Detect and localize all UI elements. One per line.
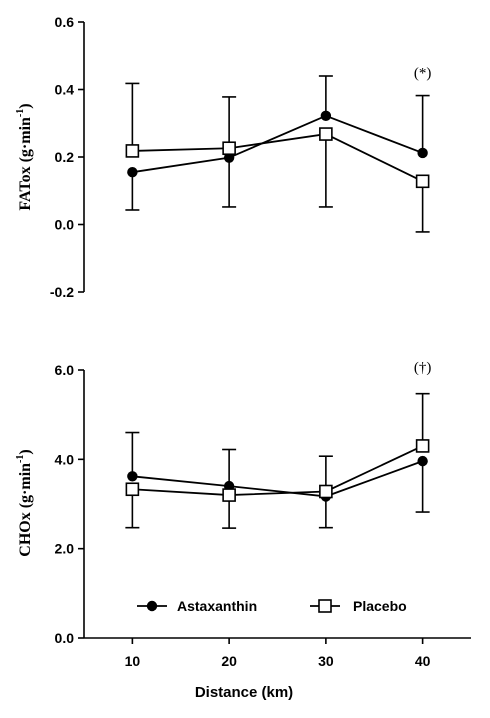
svg-text:CHOx (g·min-1): CHOx (g·min-1) xyxy=(15,449,34,556)
fatox-ylabel-sup: -1 xyxy=(15,109,26,117)
chox-placebo-point xyxy=(319,484,333,499)
chox-astaxanthin-point xyxy=(417,455,428,467)
chox-placebo-point xyxy=(222,488,236,502)
chox-x-tick-label: 10 xyxy=(125,653,141,669)
fatox-astaxanthin-point xyxy=(127,166,138,178)
chox-y-tick-label: 6.0 xyxy=(55,362,75,378)
chox-ylabel-sup: -1 xyxy=(15,455,26,463)
fatox-placebo-point xyxy=(319,127,333,141)
chox-series xyxy=(125,392,430,529)
fatox-y-tick-label: 0.6 xyxy=(55,14,75,30)
fatox-ylabel: FATox (g·min-1) xyxy=(15,103,34,210)
chox-astaxanthin-point xyxy=(127,471,138,482)
fatox-astaxanthin-point xyxy=(320,110,332,122)
chox-annotation: (†) xyxy=(414,360,432,376)
fatox-placebo-point xyxy=(222,141,236,156)
chox-xlabel: Distance (km) xyxy=(195,684,293,701)
fatox-placebo-line xyxy=(132,133,424,183)
legend-astaxanthin-label: Astaxanthin xyxy=(177,598,257,614)
fatox-y-tick-label: 0.4 xyxy=(55,82,75,98)
chox-panel: CHOx (g·min-1) 0.0 2.0 4.0 6.0 10 20 30 40 Dis… xyxy=(15,360,471,701)
fatox-y-ticks: -0.2 0.0 0.2 0.4 0.6 xyxy=(50,14,84,300)
fatox-y-tick-label: 0.2 xyxy=(55,149,75,165)
legend-astaxanthin-marker xyxy=(146,600,158,612)
chox-placebo-line xyxy=(132,445,424,496)
chox-ylabel: CHOx (g·min-1) xyxy=(15,449,34,556)
chox-x-tick-label: 30 xyxy=(318,653,334,669)
chox-y-tick-label: 0.0 xyxy=(55,630,75,646)
chox-placebo-point xyxy=(125,482,140,497)
fatox-placebo-point xyxy=(415,174,430,189)
legend-placebo-label: Placebo xyxy=(353,598,407,614)
chox-x-tick-label: 20 xyxy=(221,653,237,669)
chox-x-tick-label: 40 xyxy=(415,653,431,669)
legend-item-astaxanthin: Astaxanthin xyxy=(137,598,257,614)
legend-placebo-marker xyxy=(318,599,332,613)
legend-item-placebo: Placebo xyxy=(310,598,407,614)
chox-ylabel-close: ) xyxy=(17,449,34,454)
fatox-astaxanthin-point xyxy=(223,152,235,163)
chox-placebo-point xyxy=(415,439,430,453)
chox-ylabel-text: CHOx (g·min xyxy=(17,463,34,557)
fatox-panel: FATox (g·min-1) -0.2 0.0 0.2 0.4 0.6 (*) xyxy=(15,14,431,300)
svg-text:FATox (g·min-1): FATox (g·min-1) xyxy=(15,103,34,210)
fatox-annotation: (*) xyxy=(414,66,432,82)
chox-y-ticks: 0.0 2.0 4.0 6.0 xyxy=(55,362,84,646)
fatox-astaxanthin-point xyxy=(417,147,428,159)
chox-y-tick-label: 2.0 xyxy=(55,541,75,557)
fatox-series xyxy=(125,75,430,233)
fatox-y-tick-label: -0.2 xyxy=(50,284,74,300)
legend: Astaxanthin Placebo xyxy=(137,598,407,614)
chox-astaxanthin-line xyxy=(132,460,423,498)
fatox-y-tick-label: 0.0 xyxy=(55,217,75,233)
fatox-astaxanthin-line xyxy=(132,114,423,174)
chox-x-ticks: 10 20 30 40 xyxy=(125,638,431,669)
fatox-ylabel-text: FATox (g·min xyxy=(17,117,34,211)
fatox-ylabel-close: ) xyxy=(17,103,34,108)
fatox-placebo-point xyxy=(125,144,140,158)
chox-y-tick-label: 4.0 xyxy=(55,451,75,467)
